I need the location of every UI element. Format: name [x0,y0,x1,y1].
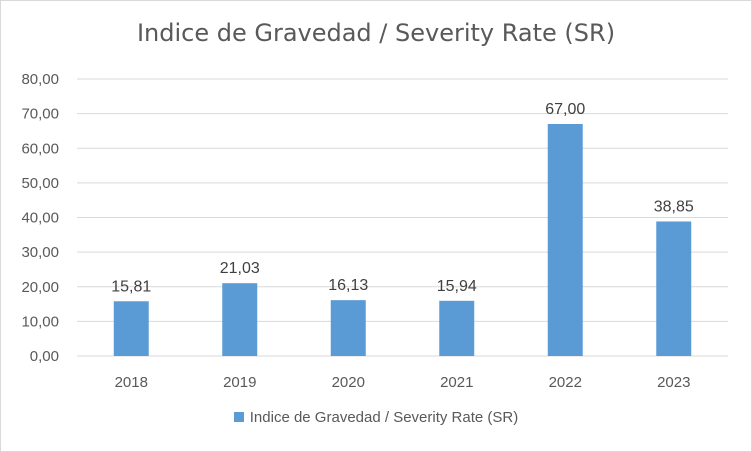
y-tick-label: 50,00 [21,175,59,192]
bar [656,221,692,356]
bar [330,300,366,356]
data-label: 38,85 [654,198,694,215]
data-label: 16,13 [328,277,368,294]
y-tick-label: 70,00 [21,106,59,123]
legend-label: Indice de Gravedad / Severity Rate (SR) [249,409,519,426]
data-label: 67,00 [545,101,585,118]
bar [113,301,149,356]
data-label: 21,03 [220,260,260,277]
x-tick-label: 2022 [549,374,582,391]
y-tick-label: 40,00 [21,210,59,227]
chart-title: Indice de Gravedad / Severity Rate (SR) [136,19,616,47]
x-tick-label: 2020 [332,374,365,391]
x-tick-label: 2021 [440,374,473,391]
bar [222,283,258,356]
data-label: 15,94 [437,278,477,295]
y-tick-label: 30,00 [21,244,59,261]
y-tick-label: 0,00 [30,348,59,365]
legend-swatch [233,412,244,423]
x-tick-label: 2018 [115,374,148,391]
y-tick-label: 10,00 [21,313,59,330]
bar [547,124,583,356]
y-tick-label: 80,00 [21,71,59,88]
y-tick-label: 20,00 [21,279,59,296]
x-tick-label: 2019 [223,374,256,391]
x-tick-label: 2023 [657,374,690,391]
bar [439,300,475,356]
legend: Indice de Gravedad / Severity Rate (SR) [1,409,751,426]
data-label: 15,81 [111,278,151,295]
y-tick-label: 60,00 [21,140,59,157]
